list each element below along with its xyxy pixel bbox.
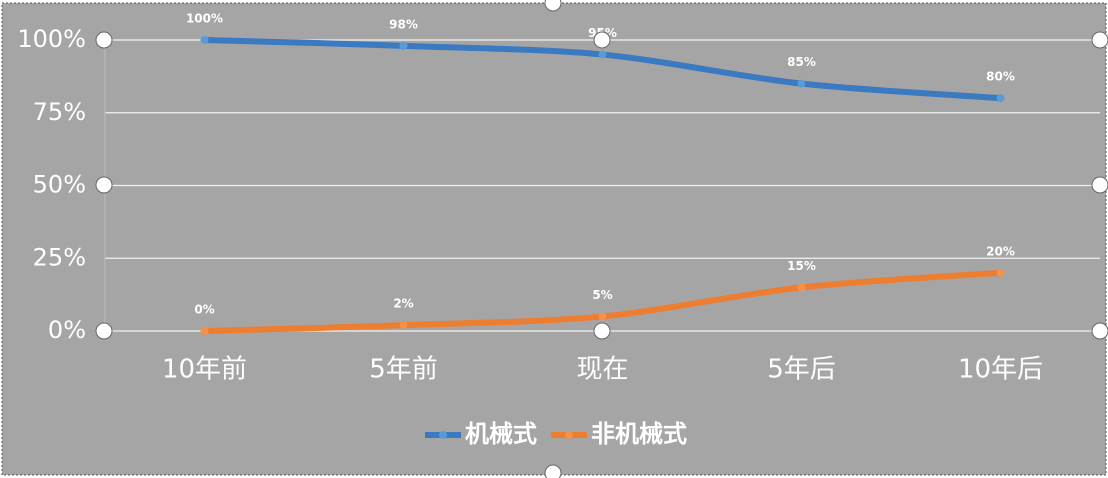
x-tick-label: 10年后 xyxy=(958,355,1043,385)
handle xyxy=(593,31,611,49)
legend-label: 机械式 xyxy=(465,420,537,448)
y-tick-label: 75% xyxy=(33,98,86,126)
data-label: 2% xyxy=(393,297,413,311)
handle xyxy=(1091,176,1108,194)
handle xyxy=(95,322,113,340)
handle xyxy=(1091,31,1108,49)
y-tick-label: 0% xyxy=(48,316,86,344)
x-tick-label: 现在 xyxy=(576,355,628,385)
data-label: 5% xyxy=(592,288,612,302)
y-tick-label: 100% xyxy=(17,25,86,53)
x-tick-label: 5年后 xyxy=(767,355,836,385)
data-label: 98% xyxy=(389,17,418,31)
data-point xyxy=(598,50,607,59)
data-point xyxy=(399,321,408,330)
plot: 0%25%50%75%100%10年前5年前现在5年后10年后100%98%95… xyxy=(17,12,1100,448)
data-label: 80% xyxy=(986,70,1015,84)
handle xyxy=(544,464,562,478)
data-point xyxy=(399,41,408,50)
data-point xyxy=(996,268,1005,277)
data-label: 15% xyxy=(787,259,816,273)
data-point xyxy=(200,36,209,44)
data-point xyxy=(598,312,607,321)
data-point xyxy=(797,283,806,292)
data-point xyxy=(996,94,1005,103)
data-point xyxy=(200,327,209,335)
data-label: 0% xyxy=(194,303,214,317)
handle xyxy=(1091,322,1108,340)
handle xyxy=(95,31,113,49)
x-tick-label: 10年前 xyxy=(162,355,247,385)
y-tick-label: 50% xyxy=(33,171,86,199)
legend-marker xyxy=(565,431,573,439)
handle xyxy=(544,0,562,12)
handle xyxy=(95,176,113,194)
y-tick-label: 25% xyxy=(33,243,86,271)
selection-handles xyxy=(95,0,1108,478)
data-point xyxy=(797,79,806,88)
x-tick-label: 5年前 xyxy=(369,355,438,385)
handle xyxy=(593,322,611,340)
legend-label: 非机械式 xyxy=(591,420,687,448)
data-label: 100% xyxy=(186,12,223,26)
legend-marker xyxy=(439,431,447,439)
data-label: 20% xyxy=(986,244,1015,258)
data-label: 85% xyxy=(787,55,816,69)
